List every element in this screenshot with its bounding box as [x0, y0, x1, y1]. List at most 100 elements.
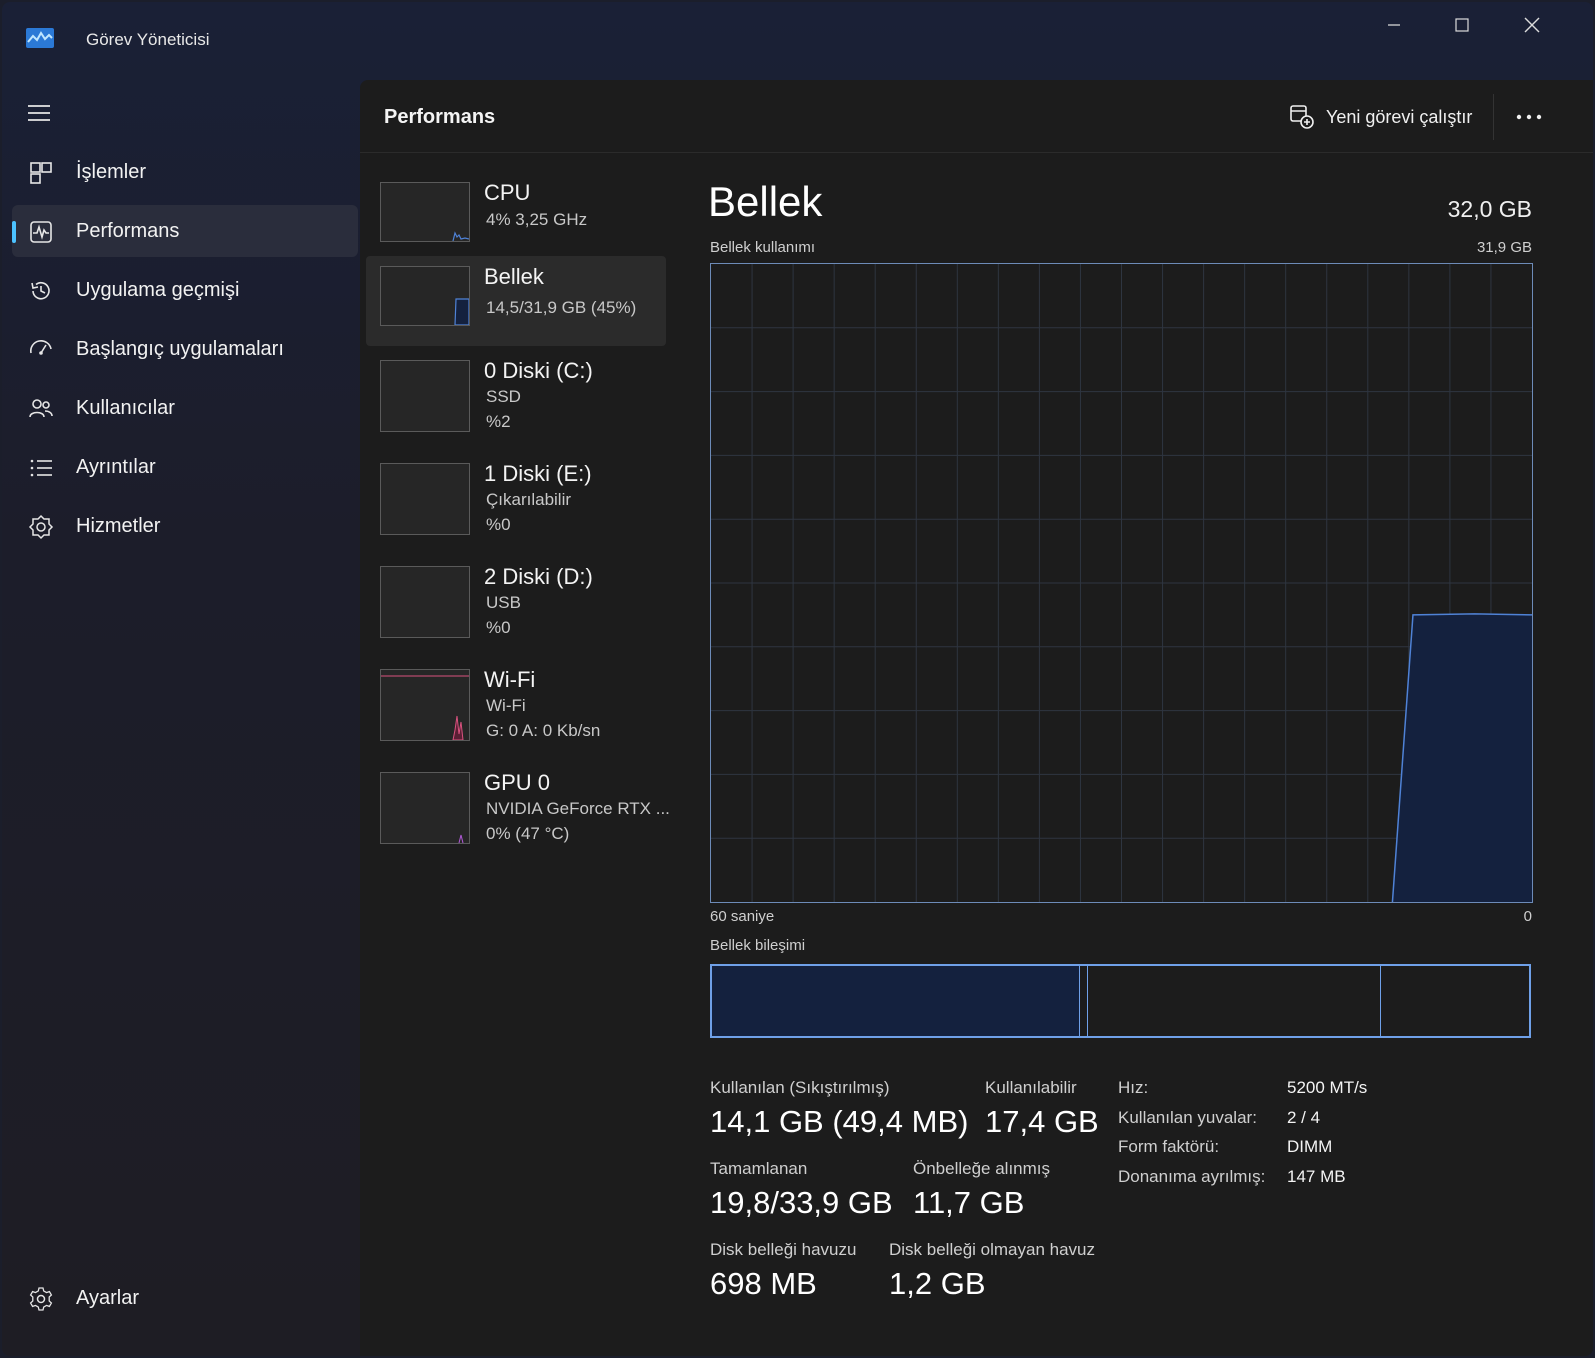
nav-label-processes: İşlemler: [76, 161, 147, 183]
cached-value: 11,7 GB: [913, 1185, 1025, 1220]
minimize-button[interactable]: [1360, 2, 1428, 48]
spec-key-hardware-reserved: Donanıma ayrılmış:: [1118, 1167, 1266, 1186]
run-new-task-label: Yeni görevi çalıştır: [1326, 106, 1473, 127]
nav-item-performance[interactable]: Performans: [12, 205, 358, 257]
memory-usage-graph: [710, 263, 1533, 903]
new-task-icon: [1290, 105, 1314, 129]
app-title: Görev Yöneticisi: [86, 30, 210, 49]
hamburger-menu-icon[interactable]: [26, 102, 54, 126]
memory-total: 32,0 GB: [1447, 196, 1532, 222]
services-icon: [28, 514, 54, 540]
gear-icon: [29, 1287, 53, 1311]
processes-icon: [30, 162, 52, 184]
nav-item-processes[interactable]: İşlemler: [12, 146, 358, 198]
device-name: Bellek: [484, 264, 544, 289]
nav-label-services: Hizmetler: [76, 515, 161, 537]
more-options-button[interactable]: [1514, 102, 1544, 132]
spec-value-slots: 2 / 4: [1287, 1108, 1321, 1127]
spec-value-speed: 5200 MT/s: [1287, 1078, 1368, 1097]
nav-label-performance: Performans: [76, 220, 180, 242]
time-axis-end: 0: [1523, 908, 1532, 925]
close-button[interactable]: [1498, 2, 1566, 48]
memory-usage-line: [1391, 613, 1532, 902]
header-separator: [1493, 94, 1494, 140]
memory-thumbnail: [380, 266, 470, 326]
detail-title: Bellek: [708, 178, 823, 225]
nav-item-settings[interactable]: Ayarlar: [12, 1272, 358, 1324]
device-disk-1[interactable]: 1 Diski (E:) Çıkarılabilir %0: [366, 453, 666, 543]
wifi-mini-graph: [381, 675, 469, 740]
spec-key-slots: Kullanılan yuvalar:: [1118, 1108, 1257, 1127]
spec-value-hardware-reserved: 147 MB: [1287, 1167, 1346, 1186]
device-usage: G: 0 A: 0 Kb/sn: [486, 721, 601, 740]
main-header: Performans Yeni görevi çalıştır: [360, 80, 1593, 153]
disk-0-thumbnail: [380, 360, 470, 432]
device-detail: 4% 3,25 GHz: [486, 210, 588, 229]
active-nav-indicator: [12, 221, 16, 243]
nav-item-details[interactable]: Ayrıntılar: [12, 441, 358, 493]
nonpaged-pool-label: Disk belleği olmayan havuz: [889, 1240, 1095, 1259]
maximize-button[interactable]: [1428, 2, 1496, 48]
committed-label: Tamamlanan: [710, 1159, 808, 1178]
memory-mini-graph: [454, 298, 469, 325]
wifi-thumbnail: [380, 669, 470, 741]
time-axis-start: 60 saniye: [710, 908, 775, 925]
nav-item-app-history[interactable]: Uygulama geçmişi: [12, 264, 358, 316]
memory-usage-area: [1392, 614, 1532, 902]
run-new-task-button[interactable]: Yeni görevi çalıştır: [1290, 100, 1472, 134]
nav-item-users[interactable]: Kullanıcılar: [12, 382, 358, 434]
nav-label-details: Ayrıntılar: [76, 456, 156, 478]
gpu-thumbnail: [380, 772, 470, 844]
main-panel: Performans Yeni görevi çalıştır: [360, 80, 1593, 1356]
memory-usage-chart: [711, 264, 1532, 902]
committed-value: 19,8/33,9 GB: [710, 1185, 893, 1220]
nonpaged-pool-value: 1,2 GB: [889, 1266, 986, 1301]
composition-standby: [1088, 966, 1381, 1036]
device-name: CPU: [484, 180, 531, 205]
device-detail: Wi-Fi: [486, 696, 526, 715]
available-value: 17,4 GB: [985, 1104, 1099, 1139]
close-icon: [1524, 17, 1540, 33]
device-disk-2[interactable]: 2 Diski (D:) USB %0: [366, 556, 666, 646]
device-usage: 0% (47 °C): [486, 824, 570, 843]
device-name: 1 Diski (E:): [484, 461, 592, 486]
spec-key-form-factor: Form faktörü:: [1118, 1137, 1220, 1156]
composition-label: Bellek bileşimi: [710, 937, 806, 954]
device-detail: 14,5/31,9 GB (45%): [486, 298, 637, 317]
device-detail: NVIDIA GeForce RTX ...: [486, 799, 670, 818]
composition-in-use: [712, 966, 1080, 1036]
disk-2-thumbnail: [380, 566, 470, 638]
device-name: Wi-Fi: [484, 667, 536, 692]
available-label: Kullanılabilir: [985, 1078, 1077, 1097]
cpu-mini-graph: [452, 231, 469, 241]
device-gpu-0[interactable]: GPU 0 NVIDIA GeForce RTX ... 0% (47 °C): [366, 762, 670, 852]
device-usage: %2: [486, 412, 511, 431]
nav-item-startup-apps[interactable]: Başlangıç uygulamaları: [12, 323, 358, 375]
users-icon: [29, 399, 53, 418]
memory-composition-bar: [710, 964, 1531, 1038]
paged-pool-label: Disk belleği havuzu: [710, 1240, 857, 1259]
device-wifi[interactable]: Wi-Fi Wi-Fi G: 0 A: 0 Kb/sn: [366, 659, 666, 749]
spec-key-speed: Hız:: [1118, 1078, 1149, 1097]
device-memory[interactable]: Bellek 14,5/31,9 GB (45%): [366, 256, 666, 346]
composition-modified: [1080, 966, 1088, 1036]
device-name: GPU 0: [484, 770, 551, 795]
nav-item-services[interactable]: Hizmetler: [12, 500, 358, 552]
app-history-icon: [31, 281, 50, 300]
nav-label-users: Kullanıcılar: [76, 397, 175, 419]
performance-icon: [30, 221, 52, 243]
disk-1-thumbnail: [380, 463, 470, 535]
in-use-label: Kullanılan (Sıkıştırılmış): [710, 1078, 890, 1097]
in-use-value: 14,1 GB (49,4 MB): [710, 1104, 969, 1139]
page-title: Performans: [384, 106, 496, 128]
maximize-icon: [1455, 18, 1469, 32]
nav-label-startup-apps: Başlangıç uygulamaları: [76, 338, 284, 360]
device-disk-0[interactable]: 0 Diski (C:) SSD %2: [366, 350, 666, 440]
nav-label-settings: Ayarlar: [76, 1287, 139, 1309]
gpu-mini-graph: [458, 834, 464, 843]
device-name: 2 Diski (D:): [484, 564, 593, 589]
device-cpu[interactable]: CPU 4% 3,25 GHz: [366, 172, 666, 262]
cached-label: Önbelleğe alınmış: [913, 1159, 1051, 1178]
title-bar: Görev Yöneticisi: [2, 2, 1593, 80]
